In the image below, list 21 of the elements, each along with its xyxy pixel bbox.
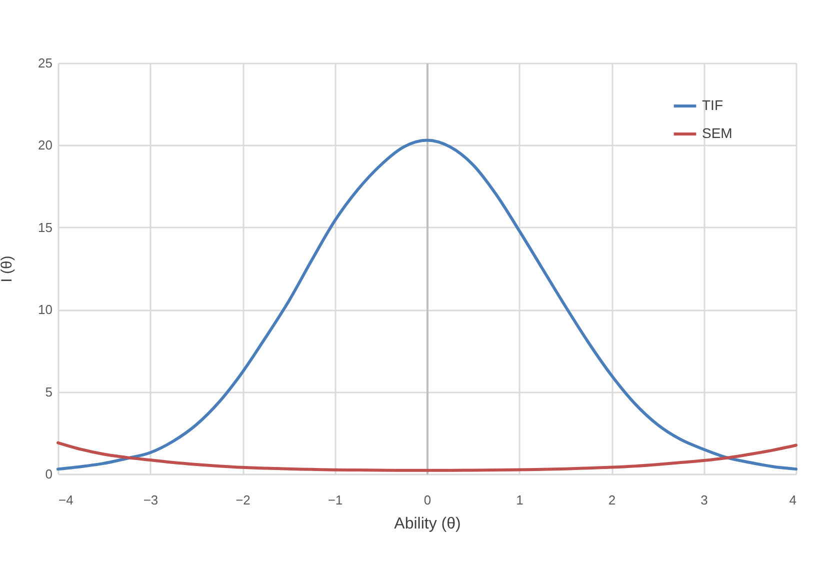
y-tick-label: 5	[45, 384, 52, 400]
x-tick-label: 0	[424, 492, 432, 508]
y-tick-label: 10	[38, 302, 52, 318]
y-tick-label: 25	[38, 56, 52, 70]
x-tick-label: 2	[608, 492, 616, 508]
x-tick-label: 4	[789, 492, 796, 508]
y-tick-label: 20	[38, 138, 52, 153]
x-tick-label: 1	[516, 492, 524, 508]
legend-label: SEM	[702, 125, 732, 141]
x-tick-label: −2	[236, 492, 250, 508]
y-axis-title: I (θ)	[0, 256, 16, 282]
y-tick-label: 0	[45, 466, 52, 482]
x-tick-label: −3	[143, 492, 158, 508]
x-tick-label: −1	[328, 492, 343, 508]
legend-label: TIF	[702, 97, 723, 113]
y-tick-label: 15	[38, 220, 52, 235]
x-tick-label: −4	[58, 492, 74, 508]
line-series	[56, 441, 798, 472]
x-tick-label: 3	[700, 492, 708, 508]
x-axis-title: Ability (θ)	[394, 516, 461, 532]
line-series	[56, 138, 798, 471]
